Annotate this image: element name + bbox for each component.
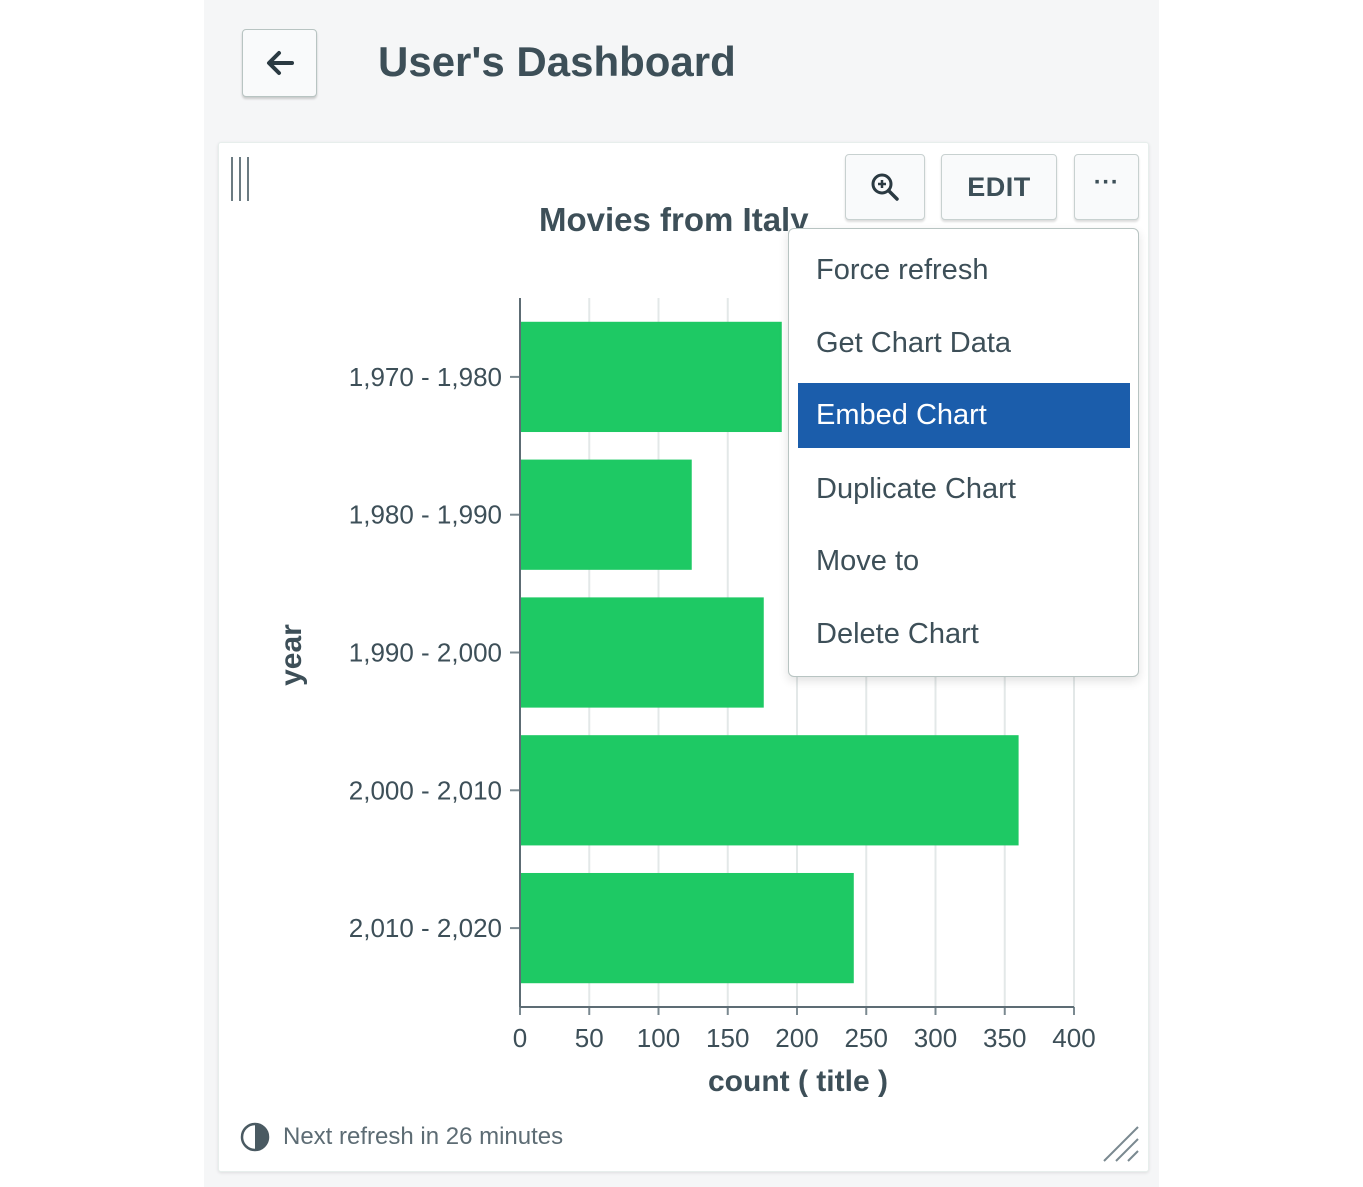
y-tick-label: 2,010 - 2,020 — [349, 913, 502, 943]
x-tick-label: 100 — [637, 1023, 680, 1053]
menu-item-get-chart-data[interactable]: Get Chart Data — [816, 327, 1012, 359]
y-axis-title: year — [275, 624, 308, 686]
menu-item-move-to[interactable]: Move to — [816, 545, 920, 577]
y-tick-label: 1,980 - 1,990 — [349, 500, 502, 530]
bar-4 — [520, 872, 854, 984]
x-tick-label: 150 — [706, 1023, 749, 1053]
x-tick-label: 50 — [575, 1023, 604, 1053]
x-tick-label: 250 — [845, 1023, 888, 1053]
bar-3 — [520, 735, 1019, 846]
menu-item-force-refresh[interactable]: Force refresh — [816, 254, 989, 286]
bar-1 — [520, 459, 692, 570]
drag-handle-icon[interactable] — [229, 155, 251, 203]
x-tick-label: 0 — [513, 1023, 527, 1053]
menu-item-embed-chart[interactable]: Embed Chart — [798, 383, 1130, 448]
x-tick-label: 400 — [1052, 1023, 1095, 1053]
zoom-button[interactable] — [845, 154, 925, 220]
back-button[interactable] — [242, 29, 317, 97]
menu-item-delete-chart[interactable]: Delete Chart — [816, 618, 979, 650]
chart-options-menu: Force refresh Get Chart Data Embed Chart Du… — [788, 228, 1139, 677]
chart-title: Movies from Italy — [539, 201, 809, 238]
refresh-status-text: Next refresh in 26 minutes — [283, 1123, 564, 1150]
ellipsis-icon: ··· — [1093, 169, 1120, 196]
bar-chart: 0 50 100 150 200 250 300 350 400 1,970 - 1,980 1,9… — [275, 298, 1096, 1098]
arrow-left-icon — [266, 51, 294, 75]
x-tick-label: 200 — [775, 1023, 818, 1053]
resize-handle-icon[interactable] — [1100, 1123, 1140, 1163]
refresh-timer-icon — [240, 1122, 270, 1152]
x-tick-label: 300 — [914, 1023, 957, 1053]
y-tick-label: 1,970 - 1,980 — [349, 362, 502, 392]
y-tick-label: 2,000 - 2,010 — [349, 775, 502, 805]
bar-2 — [520, 597, 764, 708]
y-tick-label: 1,990 - 2,000 — [349, 638, 502, 668]
menu-item-duplicate-chart[interactable]: Duplicate Chart — [816, 473, 1016, 505]
x-axis-title: count ( title ) — [708, 1065, 888, 1098]
page-title: User's Dashboard — [378, 38, 736, 85]
refresh-status: Next refresh in 26 minutes — [239, 1121, 563, 1153]
x-tick-label: 350 — [983, 1023, 1026, 1053]
edit-button[interactable]: EDIT — [941, 154, 1057, 220]
bar-0 — [520, 321, 782, 433]
zoom-in-icon — [871, 173, 899, 201]
more-options-button[interactable]: ··· — [1074, 154, 1139, 220]
dashboard-app: User's Dashboard EDIT ··· Movies from It… — [204, 0, 1159, 1187]
